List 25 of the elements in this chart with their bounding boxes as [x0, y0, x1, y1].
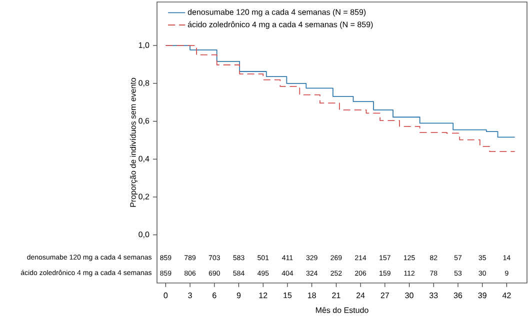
legend-label: denosumabe 120 mg a cada 4 semanas (N = 859) [188, 9, 366, 16]
y-axis-title: Proporção de indivíduos sem evento [130, 78, 138, 207]
y-tick-label: 0,0 [138, 232, 150, 238]
x-tick-label: 42 [502, 292, 511, 298]
x-tick-label: 9 [236, 292, 241, 298]
x-tick-label: 36 [454, 292, 462, 298]
x-tick-label: 21 [332, 292, 340, 298]
x-tick-label: 18 [308, 292, 316, 298]
y-tick-label: 0,2 [138, 194, 150, 200]
x-tick-label: 15 [284, 292, 292, 298]
y-tick-label: 0,8 [138, 80, 150, 87]
x-tick-label: 0 [164, 292, 168, 298]
x-axis-title: Mês do Estudo [316, 307, 368, 313]
x-tick-label: 27 [380, 292, 389, 298]
legend-label: ácido zoledrônico 4 mg a cada 4 semanas (N = 859) [188, 21, 373, 29]
x-tick-label: 30 [405, 292, 414, 298]
x-tick-label: 39 [478, 292, 486, 298]
y-tick-label: 0,6 [138, 118, 150, 125]
x-tick-label: 33 [429, 292, 438, 298]
x-tick-label: 6 [212, 292, 216, 298]
x-tick-label: 3 [188, 292, 192, 298]
y-tick-label: 1,0 [138, 42, 150, 49]
x-tick-label: 24 [356, 292, 365, 298]
y-tick-label: 0,4 [138, 156, 150, 162]
x-tick-label: 12 [259, 292, 268, 298]
